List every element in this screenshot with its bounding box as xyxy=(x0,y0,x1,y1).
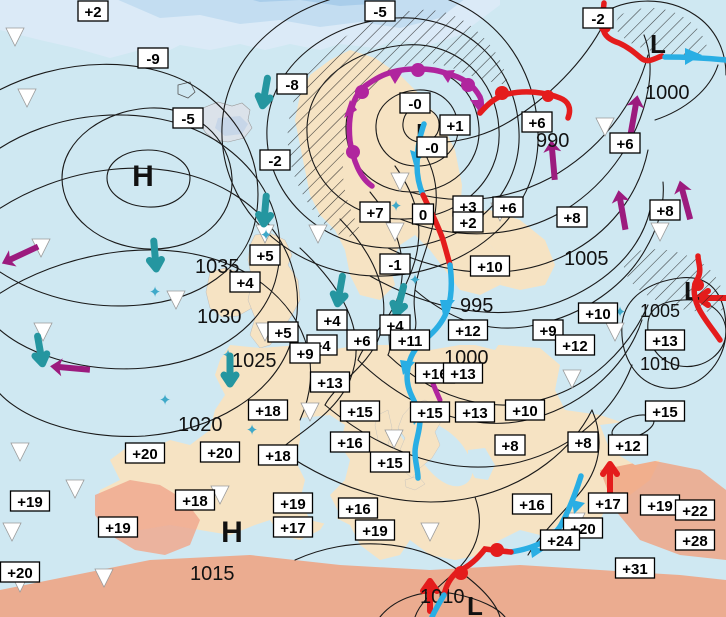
svg-text:+1: +1 xyxy=(446,118,463,135)
svg-text:-2: -2 xyxy=(268,153,281,170)
svg-text:+18: +18 xyxy=(265,448,290,465)
svg-text:+2: +2 xyxy=(459,215,476,232)
svg-text:+19: +19 xyxy=(280,496,305,513)
svg-text:+15: +15 xyxy=(377,455,402,472)
svg-text:+19: +19 xyxy=(647,498,672,515)
svg-text:+22: +22 xyxy=(682,503,707,520)
svg-text:-1: -1 xyxy=(388,257,401,274)
svg-text:1005: 1005 xyxy=(564,248,609,270)
svg-text:+19: +19 xyxy=(362,523,387,540)
svg-text:H: H xyxy=(132,160,154,193)
svg-text:+13: +13 xyxy=(317,375,342,392)
svg-text:1025: 1025 xyxy=(232,350,277,372)
svg-text:+15: +15 xyxy=(347,404,372,421)
svg-text:+24: +24 xyxy=(547,533,573,550)
svg-text:+8: +8 xyxy=(656,203,673,220)
svg-text:+16: +16 xyxy=(519,497,544,514)
svg-text:+6: +6 xyxy=(528,115,545,132)
svg-text:+12: +12 xyxy=(455,323,480,340)
svg-text:+10: +10 xyxy=(512,403,537,420)
svg-text:+6: +6 xyxy=(353,333,370,350)
svg-text:+8: +8 xyxy=(574,435,591,452)
svg-text:1030: 1030 xyxy=(197,306,242,328)
svg-text:1020: 1020 xyxy=(178,414,223,436)
svg-text:+12: +12 xyxy=(562,338,587,355)
svg-text:-9: -9 xyxy=(146,51,159,68)
svg-text:1010: 1010 xyxy=(640,354,680,374)
svg-text:+13: +13 xyxy=(450,366,475,383)
svg-text:+20: +20 xyxy=(132,446,157,463)
svg-text:-5: -5 xyxy=(373,4,386,21)
svg-text:+20: +20 xyxy=(207,445,232,462)
svg-text:+6: +6 xyxy=(616,136,633,153)
svg-text:995: 995 xyxy=(460,295,493,317)
svg-text:+13: +13 xyxy=(462,405,487,422)
svg-text:+10: +10 xyxy=(585,306,610,323)
svg-text:1015: 1015 xyxy=(190,563,235,585)
svg-text:+19: +19 xyxy=(105,520,130,537)
svg-text:1000: 1000 xyxy=(645,82,690,104)
svg-text:+9: +9 xyxy=(296,346,313,363)
svg-text:+6: +6 xyxy=(499,200,516,217)
svg-text:+11: +11 xyxy=(398,333,423,350)
svg-text:+17: +17 xyxy=(280,520,305,537)
svg-text:+5: +5 xyxy=(274,325,291,342)
svg-text:-2: -2 xyxy=(591,11,604,28)
svg-text:+8: +8 xyxy=(501,438,518,455)
svg-text:+12: +12 xyxy=(615,438,640,455)
svg-text:-8: -8 xyxy=(285,77,298,94)
svg-text:+4: +4 xyxy=(323,313,341,330)
svg-text:L: L xyxy=(467,591,483,617)
svg-text:+8: +8 xyxy=(563,210,580,227)
svg-text:+9: +9 xyxy=(539,323,556,340)
svg-text:+4: +4 xyxy=(236,275,254,292)
svg-text:+28: +28 xyxy=(682,533,707,550)
svg-text:+13: +13 xyxy=(652,333,677,350)
svg-text:+7: +7 xyxy=(366,205,383,222)
svg-text:+31: +31 xyxy=(622,561,647,578)
svg-text:+5: +5 xyxy=(256,248,273,265)
svg-text:H: H xyxy=(221,516,243,549)
svg-text:-5: -5 xyxy=(181,111,194,128)
svg-text:+20: +20 xyxy=(7,565,32,582)
svg-text:+18: +18 xyxy=(182,493,207,510)
svg-text:+16: +16 xyxy=(345,501,370,518)
svg-text:0: 0 xyxy=(419,207,427,224)
svg-text:+10: +10 xyxy=(477,259,502,276)
svg-text:+19: +19 xyxy=(17,494,42,511)
svg-text:+16: +16 xyxy=(337,435,362,452)
svg-text:-0: -0 xyxy=(425,140,438,157)
svg-text:+15: +15 xyxy=(652,404,677,421)
svg-text:+2: +2 xyxy=(84,4,101,21)
svg-text:+18: +18 xyxy=(255,403,280,420)
svg-text:+15: +15 xyxy=(417,405,442,422)
svg-text:-0: -0 xyxy=(408,96,421,113)
svg-text:990: 990 xyxy=(536,130,569,152)
svg-text:+17: +17 xyxy=(595,496,620,513)
